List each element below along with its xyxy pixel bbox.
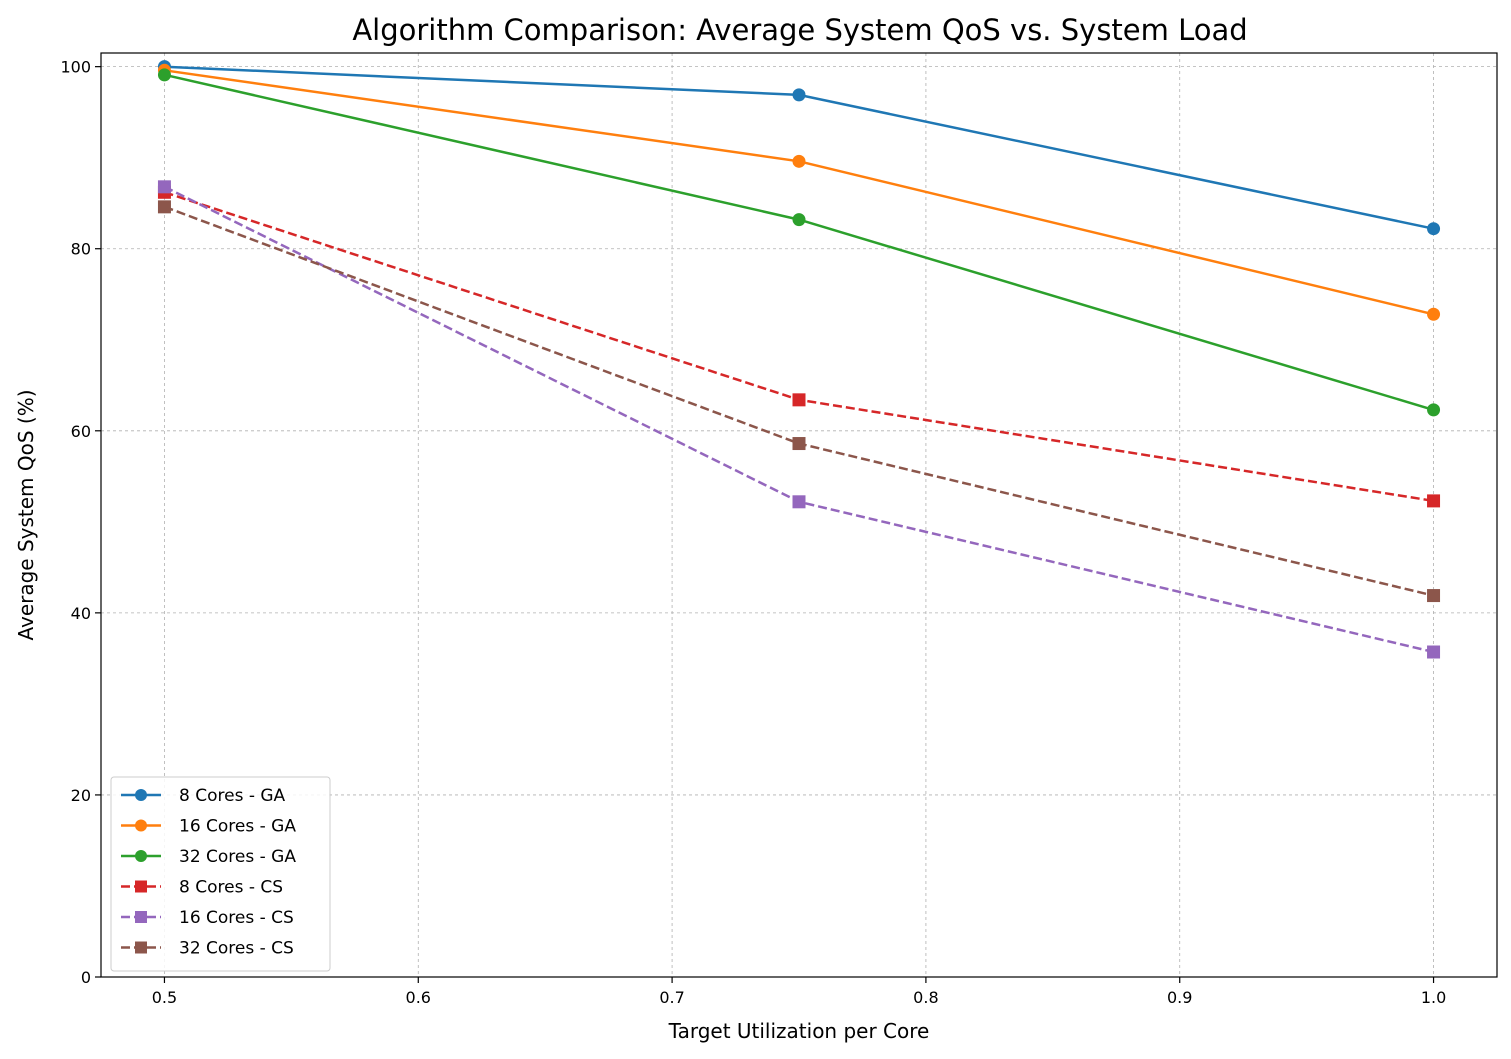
data-point-8-cores-cs — [1427, 494, 1441, 508]
legend-entry-16-cores-ga: 16 Cores - GA — [121, 817, 296, 837]
legend-label: 8 Cores - CS — [179, 878, 283, 898]
legend-entry-32-cores-cs: 32 Cores - CS — [121, 939, 294, 959]
series-lines — [157, 60, 1441, 659]
data-point-32-cores-ga — [1427, 403, 1441, 417]
legend-label: 16 Cores - GA — [179, 817, 296, 837]
legend-label: 16 Cores - CS — [179, 908, 294, 928]
y-tick-label: 20 — [71, 786, 91, 805]
data-point-legend-8-cores-ga — [135, 789, 147, 801]
x-tick-label: 1.0 — [1421, 988, 1446, 1007]
y-tick-label: 100 — [60, 58, 91, 77]
legend-label: 32 Cores - CS — [179, 939, 294, 959]
axis-ticks: 0.5 0.6 0.7 0.8 0.9 1.0 0 20 40 60 80 100 — [60, 58, 1446, 1007]
series-line-16-cores-cs — [163, 185, 1434, 654]
x-tick-label: 0.6 — [406, 988, 431, 1007]
series-8-cores-cs — [157, 185, 1441, 508]
data-point-8-cores-cs — [792, 393, 806, 407]
legend-entry-8-cores-cs: 8 Cores - CS — [121, 878, 283, 898]
series-32-cores-ga — [157, 68, 1441, 417]
data-point-16-cores-cs — [1427, 645, 1441, 659]
x-tick-label: 0.7 — [659, 988, 684, 1007]
data-point-32-cores-ga — [157, 68, 171, 82]
legend-box — [110, 776, 331, 972]
y-tick-label: 80 — [71, 240, 91, 259]
data-point-8-cores-ga — [792, 88, 806, 102]
data-point-legend-32-cores-ga — [135, 850, 147, 862]
data-point-32-cores-cs — [1427, 589, 1441, 603]
legend: 8 Cores - GA 16 Cores - GA 32 Cores - GA 8 … — [110, 776, 331, 972]
plot-frame — [100, 52, 1498, 978]
data-point-32-cores-cs — [792, 437, 806, 451]
y-tick-label: 0 — [81, 968, 91, 987]
data-point-16-cores-cs — [157, 180, 171, 194]
y-tick-label: 40 — [71, 604, 91, 623]
data-point-16-cores-cs — [792, 495, 806, 509]
data-point-legend-8-cores-cs — [135, 880, 147, 893]
x-axis-label: Target Utilization per Core — [668, 1019, 930, 1043]
data-point-16-cores-ga — [792, 154, 806, 168]
legend-entry-16-cores-cs: 16 Cores - CS — [121, 908, 294, 928]
legend-label: 32 Cores - GA — [179, 847, 296, 867]
y-axis-label: Average System QoS (%) — [14, 389, 38, 640]
data-point-16-cores-ga — [1427, 307, 1441, 321]
legend-label: 8 Cores - GA — [179, 786, 286, 806]
chart-title: Algorithm Comparison: Average System QoS… — [352, 13, 1247, 47]
legend-entry-8-cores-ga: 8 Cores - GA — [121, 786, 286, 806]
series-line-8-cores-cs — [164, 191, 1434, 503]
data-point-legend-32-cores-cs — [135, 941, 147, 954]
data-point-32-cores-cs — [157, 200, 171, 214]
y-tick-label: 60 — [71, 422, 91, 441]
legend-entry-32-cores-ga: 32 Cores - GA — [121, 847, 296, 867]
series-8-cores-ga — [157, 60, 1441, 236]
data-point-legend-16-cores-cs — [135, 911, 147, 923]
data-point-32-cores-ga — [792, 213, 806, 227]
series-line-32-cores-ga — [164, 73, 1434, 412]
series-32-cores-cs — [157, 200, 1441, 603]
x-tick-label: 0.5 — [152, 988, 177, 1007]
data-point-8-cores-ga — [1427, 222, 1441, 236]
x-tick-label: 0.8 — [913, 988, 938, 1007]
x-tick-label: 0.9 — [1167, 988, 1192, 1007]
series-16-cores-cs — [157, 180, 1441, 659]
series-16-cores-ga — [157, 63, 1441, 321]
data-point-legend-16-cores-ga — [135, 819, 147, 832]
